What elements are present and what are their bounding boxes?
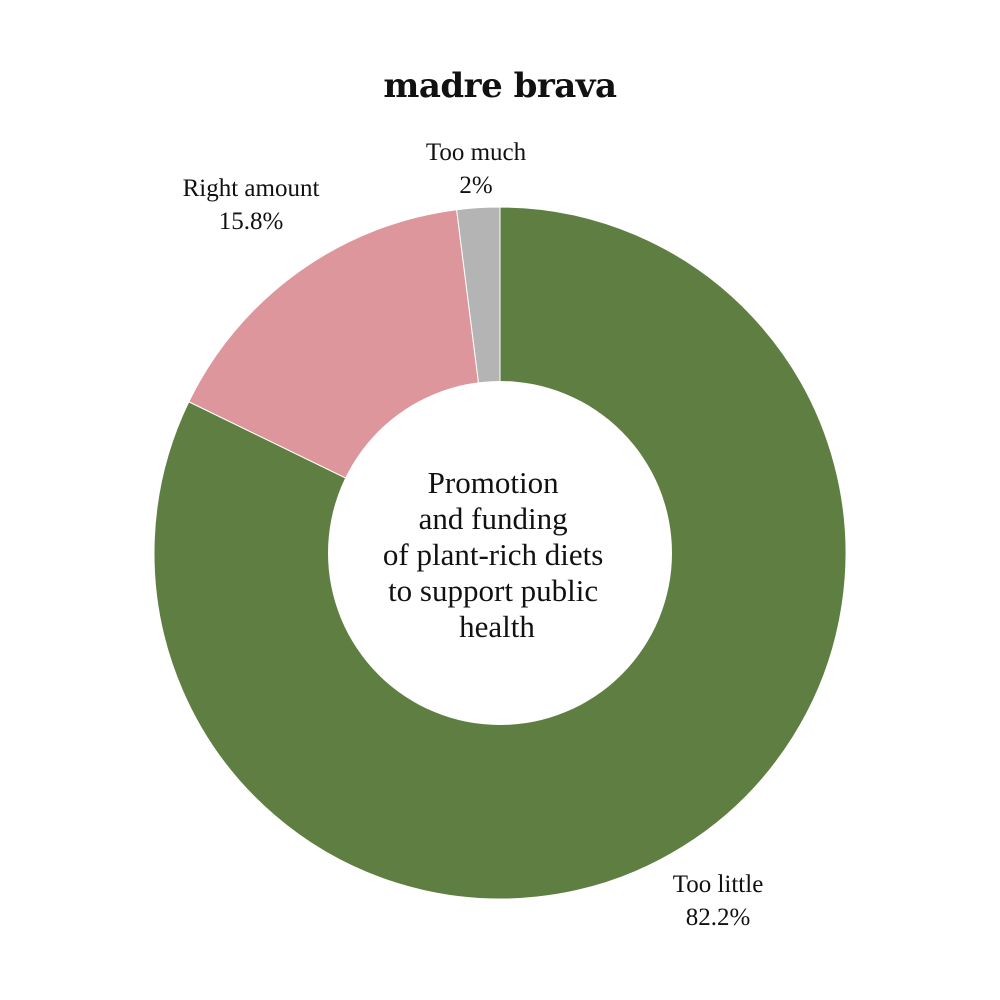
center-label-line: to support public	[388, 573, 598, 608]
slice-label: Too little	[673, 871, 764, 898]
center-label-line: Promotion	[428, 465, 559, 500]
donut-hole	[328, 381, 672, 725]
slice-value-label: 82.2%	[686, 904, 751, 931]
center-label-line: and funding	[419, 501, 568, 536]
slice-value-label: 2%	[459, 172, 492, 199]
center-label: Promotion and funding of plant-rich diet…	[383, 465, 611, 644]
slice-value-label: 15.8%	[219, 208, 284, 235]
slice-label: Right amount	[183, 175, 320, 202]
slice-label: Too much	[426, 139, 527, 166]
center-label-line: health	[459, 609, 535, 644]
slice-too-little	[153, 206, 847, 900]
slice-labels: Too little 82.2% Right amount 15.8% Too much…	[183, 139, 764, 931]
brand-logo: madre brava	[383, 66, 617, 106]
center-label-line: of plant-rich diets	[383, 537, 603, 572]
